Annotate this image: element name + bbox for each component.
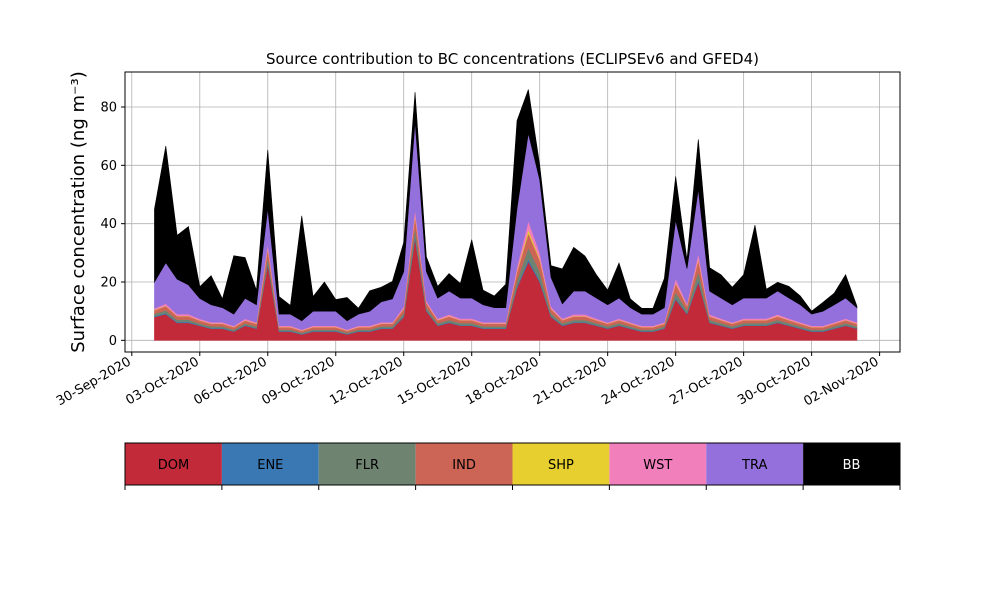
y-tick-label: 60 (100, 159, 117, 174)
legend-swatch-flr (318, 443, 416, 485)
y-tick-label: 80 (100, 101, 117, 116)
y-tick-label: 20 (100, 276, 117, 291)
x-tick-label: 24-Oct-2020 (599, 354, 677, 408)
x-tick-label: 30-Sep-2020 (54, 354, 134, 409)
x-tick-label: 21-Oct-2020 (531, 354, 609, 408)
plot-frame (124, 71, 901, 353)
legend-swatch-wst (609, 443, 707, 485)
x-tick-label: 12-Oct-2020 (327, 354, 405, 408)
x-tick-label: 18-Oct-2020 (463, 354, 541, 408)
x-tick-label: 30-Oct-2020 (735, 354, 813, 408)
legend-label-flr: FLR (355, 458, 379, 473)
legend-label-dom: DOM (158, 458, 189, 473)
legend-swatch-dom (125, 443, 222, 485)
chart-title: Source contribution to BC concentrations… (266, 50, 759, 68)
x-tick-label: 02-Nov-2020 (801, 354, 881, 409)
legend-swatch-bb (803, 443, 900, 485)
x-tick-label: 27-Oct-2020 (667, 354, 745, 408)
x-tick-label: 09-Oct-2020 (259, 354, 337, 408)
legend-label-bb: BB (843, 458, 861, 473)
y-axis-ticks: 0 20 40 60 80 (100, 101, 125, 349)
legend: DOM ENE FLR IND SHP WST TRA BB (124, 442, 901, 490)
area-bb (154, 89, 858, 322)
x-tick-label: 15-Oct-2020 (395, 354, 473, 408)
legend-swatch-ind (415, 443, 513, 485)
stacked-areas (154, 89, 858, 341)
legend-swatch-tra (706, 443, 804, 485)
legend-swatch-ene (221, 443, 319, 485)
x-tick-label: 06-Oct-2020 (191, 354, 269, 408)
legend-label-shp: SHP (548, 458, 574, 473)
y-tick-label: 0 (109, 334, 117, 349)
x-tick-label: 03-Oct-2020 (123, 354, 201, 408)
y-axis-label: Surface concentration (ng m⁻³) (68, 71, 89, 353)
x-axis-ticks: 30-Sep-202003-Oct-202006-Oct-202009-Oct-… (54, 352, 882, 409)
legend-swatch-shp (512, 443, 610, 485)
legend-label-ind: IND (452, 458, 476, 473)
y-tick-label: 40 (100, 217, 117, 232)
legend-label-tra: TRA (741, 458, 767, 473)
legend-label-wst: WST (643, 458, 672, 473)
legend-label-ene: ENE (257, 458, 283, 473)
